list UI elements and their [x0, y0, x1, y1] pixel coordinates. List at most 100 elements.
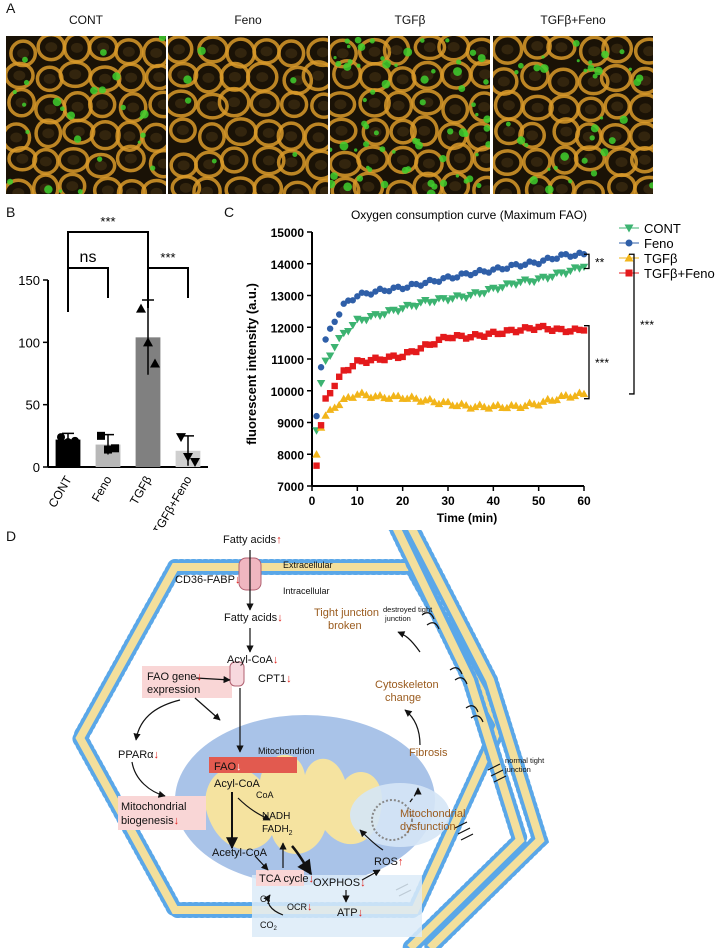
- interp-point: [457, 399, 466, 407]
- y-tick-label: 0: [33, 460, 40, 475]
- normal-tj-line1: normal tight: [505, 756, 545, 765]
- data-point: [330, 403, 339, 411]
- interp-point: [453, 274, 461, 281]
- interp-point: [521, 324, 529, 331]
- data-point: [97, 431, 105, 440]
- interp-point: [552, 395, 561, 404]
- data-point: [353, 390, 362, 398]
- series-Feno: [313, 249, 588, 420]
- interp-point: [362, 316, 371, 325]
- interp-point: [393, 308, 403, 316]
- data-point: [57, 433, 65, 442]
- interp-point: [344, 328, 353, 336]
- data-point: [183, 453, 193, 463]
- interp-point: [453, 332, 461, 339]
- legend-label: CONT: [644, 221, 681, 236]
- interp-point: [349, 297, 356, 304]
- micrograph-label-cont: CONT: [69, 13, 103, 27]
- interp-point: [326, 325, 334, 332]
- damaged-mito-icon: [371, 799, 413, 841]
- interp-point: [336, 373, 343, 380]
- significance-label: ns: [80, 249, 97, 266]
- biogenesis-box: [118, 796, 206, 830]
- interp-point: [561, 270, 571, 279]
- interp-point: [385, 287, 393, 295]
- cytoskeleton-line1: Cytoskeleton: [375, 679, 439, 691]
- fao-box: [209, 757, 297, 773]
- y-tick-label: 10000: [271, 385, 305, 399]
- interp-point: [404, 284, 411, 291]
- significance-bracket: [629, 253, 635, 395]
- data-point: [466, 291, 475, 300]
- data-point: [399, 353, 406, 361]
- significance-bracket: [67, 231, 149, 312]
- fao-pathway-diagram: Fatty acids↑ Extracellular Intracellular…: [70, 530, 550, 948]
- data-point: [354, 293, 361, 300]
- interp-point: [516, 278, 525, 287]
- data-point: [340, 367, 347, 374]
- legend-label: TGFβ: [644, 251, 677, 266]
- data-point: [317, 422, 325, 429]
- data-point: [71, 436, 79, 445]
- nadh-label: NADH: [262, 811, 290, 822]
- tight-junction-line2: broken: [328, 620, 362, 632]
- interp-point: [435, 336, 443, 343]
- interp-point: [561, 391, 571, 399]
- data-point: [321, 411, 330, 419]
- y-tick-label: 8000: [277, 448, 304, 462]
- interp-point: [575, 265, 584, 273]
- y-tick-label: 50: [26, 398, 40, 413]
- legend-label: TGFβ+Feno: [644, 266, 715, 281]
- interp-point: [472, 331, 479, 338]
- interp-point: [349, 362, 356, 370]
- significance-label: ***: [595, 356, 609, 370]
- data-point: [375, 391, 385, 399]
- data-point: [321, 357, 330, 366]
- interp-point: [562, 328, 570, 336]
- fao-gene-line2: expression: [147, 684, 200, 696]
- micrograph-feno: [168, 36, 328, 194]
- panel-label-a: A: [6, 0, 16, 16]
- acetyl-coa-label: Acetyl-CoA: [212, 847, 268, 859]
- data-point: [535, 260, 542, 268]
- interp-point: [526, 325, 533, 332]
- y-tick-label: 11000: [271, 353, 304, 367]
- interp-point: [336, 311, 343, 318]
- data-point: [444, 334, 452, 342]
- micrograph-tgfb: [330, 36, 490, 194]
- interp-point: [553, 255, 560, 262]
- data-point: [312, 450, 321, 458]
- data-point: [190, 458, 200, 468]
- interp-point: [493, 400, 503, 409]
- interp-point: [549, 327, 556, 335]
- significance-bracket: [584, 325, 590, 400]
- tca-label: TCA cycle↓: [259, 873, 314, 885]
- y-tick-label: 9000: [277, 417, 304, 431]
- data-point: [176, 433, 186, 443]
- data-point: [534, 401, 543, 409]
- interp-point: [471, 402, 480, 411]
- interp-point: [345, 366, 352, 374]
- data-point: [376, 356, 384, 363]
- interp-point: [394, 354, 402, 362]
- interp-point: [571, 325, 579, 332]
- interp-point: [520, 401, 530, 410]
- mito-cristae: [205, 754, 382, 854]
- significance-label: ***: [160, 250, 175, 265]
- interp-point: [403, 394, 412, 402]
- mitochondrion-label: Mitochondrion: [258, 746, 315, 756]
- significance-label: **: [595, 255, 605, 269]
- co2-label: CO2: [260, 920, 278, 932]
- legend-marker: [625, 269, 633, 277]
- interp-point: [381, 356, 388, 364]
- cpt1-label: CPT1↓: [258, 673, 292, 685]
- legend-label: Feno: [644, 236, 674, 251]
- data-point: [535, 323, 542, 331]
- data-point: [490, 328, 497, 336]
- interp-point: [348, 321, 357, 330]
- interp-point: [485, 269, 492, 276]
- ros-label: ROS↑: [374, 856, 403, 868]
- interp-point: [434, 399, 444, 408]
- series-TGFβ: [312, 388, 589, 458]
- y-tick-label: 150: [18, 273, 40, 288]
